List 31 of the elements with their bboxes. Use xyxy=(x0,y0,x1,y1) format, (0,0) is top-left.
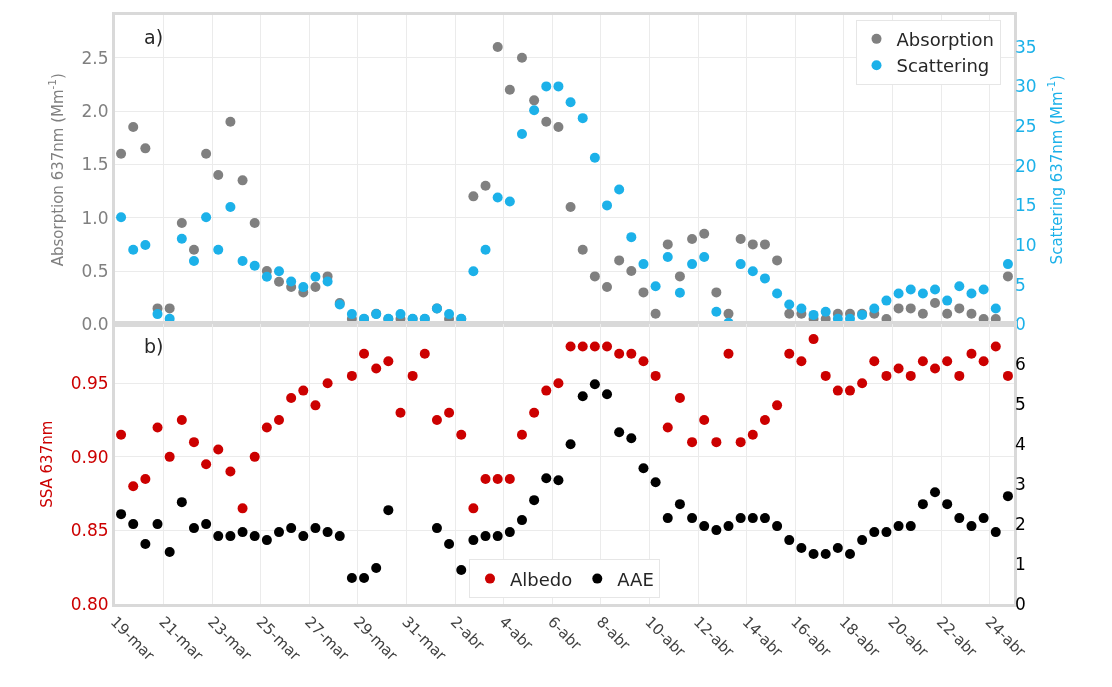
y2-tick-label: 35 xyxy=(1015,36,1037,57)
legend-label: AAE xyxy=(617,568,654,590)
y-tick-label: 2.0 xyxy=(81,100,109,121)
y-tick-label: 0.95 xyxy=(70,373,109,394)
legend-label: Absorption xyxy=(896,28,994,50)
legend-label: Scattering xyxy=(896,55,990,77)
y-axis-title: SSA 637nm xyxy=(37,420,56,508)
y-tick-label: 0.80 xyxy=(70,593,109,614)
y-tick-label: 2.5 xyxy=(81,47,109,68)
y2-tick-label: 5 xyxy=(1015,274,1026,295)
y-tick-label: 1.5 xyxy=(81,154,109,175)
y2-tick-label: 2 xyxy=(1015,514,1026,535)
annotation: b) xyxy=(144,335,164,357)
y2-tick-label: 0 xyxy=(1015,593,1026,614)
y2-tick-label: 15 xyxy=(1015,195,1037,216)
annotation: a) xyxy=(144,26,164,48)
y-tick-label: 1.0 xyxy=(81,207,109,228)
y-tick-label: 0.85 xyxy=(70,520,109,541)
y2-tick-label: 10 xyxy=(1015,235,1037,256)
y-tick-label: 0.0 xyxy=(81,314,109,335)
y2-tick-label: 3 xyxy=(1015,474,1026,495)
y2-tick-label: 5 xyxy=(1015,394,1026,415)
y2-tick-label: 4 xyxy=(1015,434,1026,455)
legend-label: Albedo xyxy=(510,568,573,590)
y2-tick-label: 6 xyxy=(1015,354,1026,375)
y2-tick-label: 30 xyxy=(1015,76,1037,97)
y-tick-label: 0.5 xyxy=(81,261,109,282)
y2-tick-label: 1 xyxy=(1015,554,1026,575)
y-tick-label: 0.90 xyxy=(70,446,109,467)
y2-tick-label: 20 xyxy=(1015,155,1037,176)
y2-tick-label: 25 xyxy=(1015,116,1037,137)
